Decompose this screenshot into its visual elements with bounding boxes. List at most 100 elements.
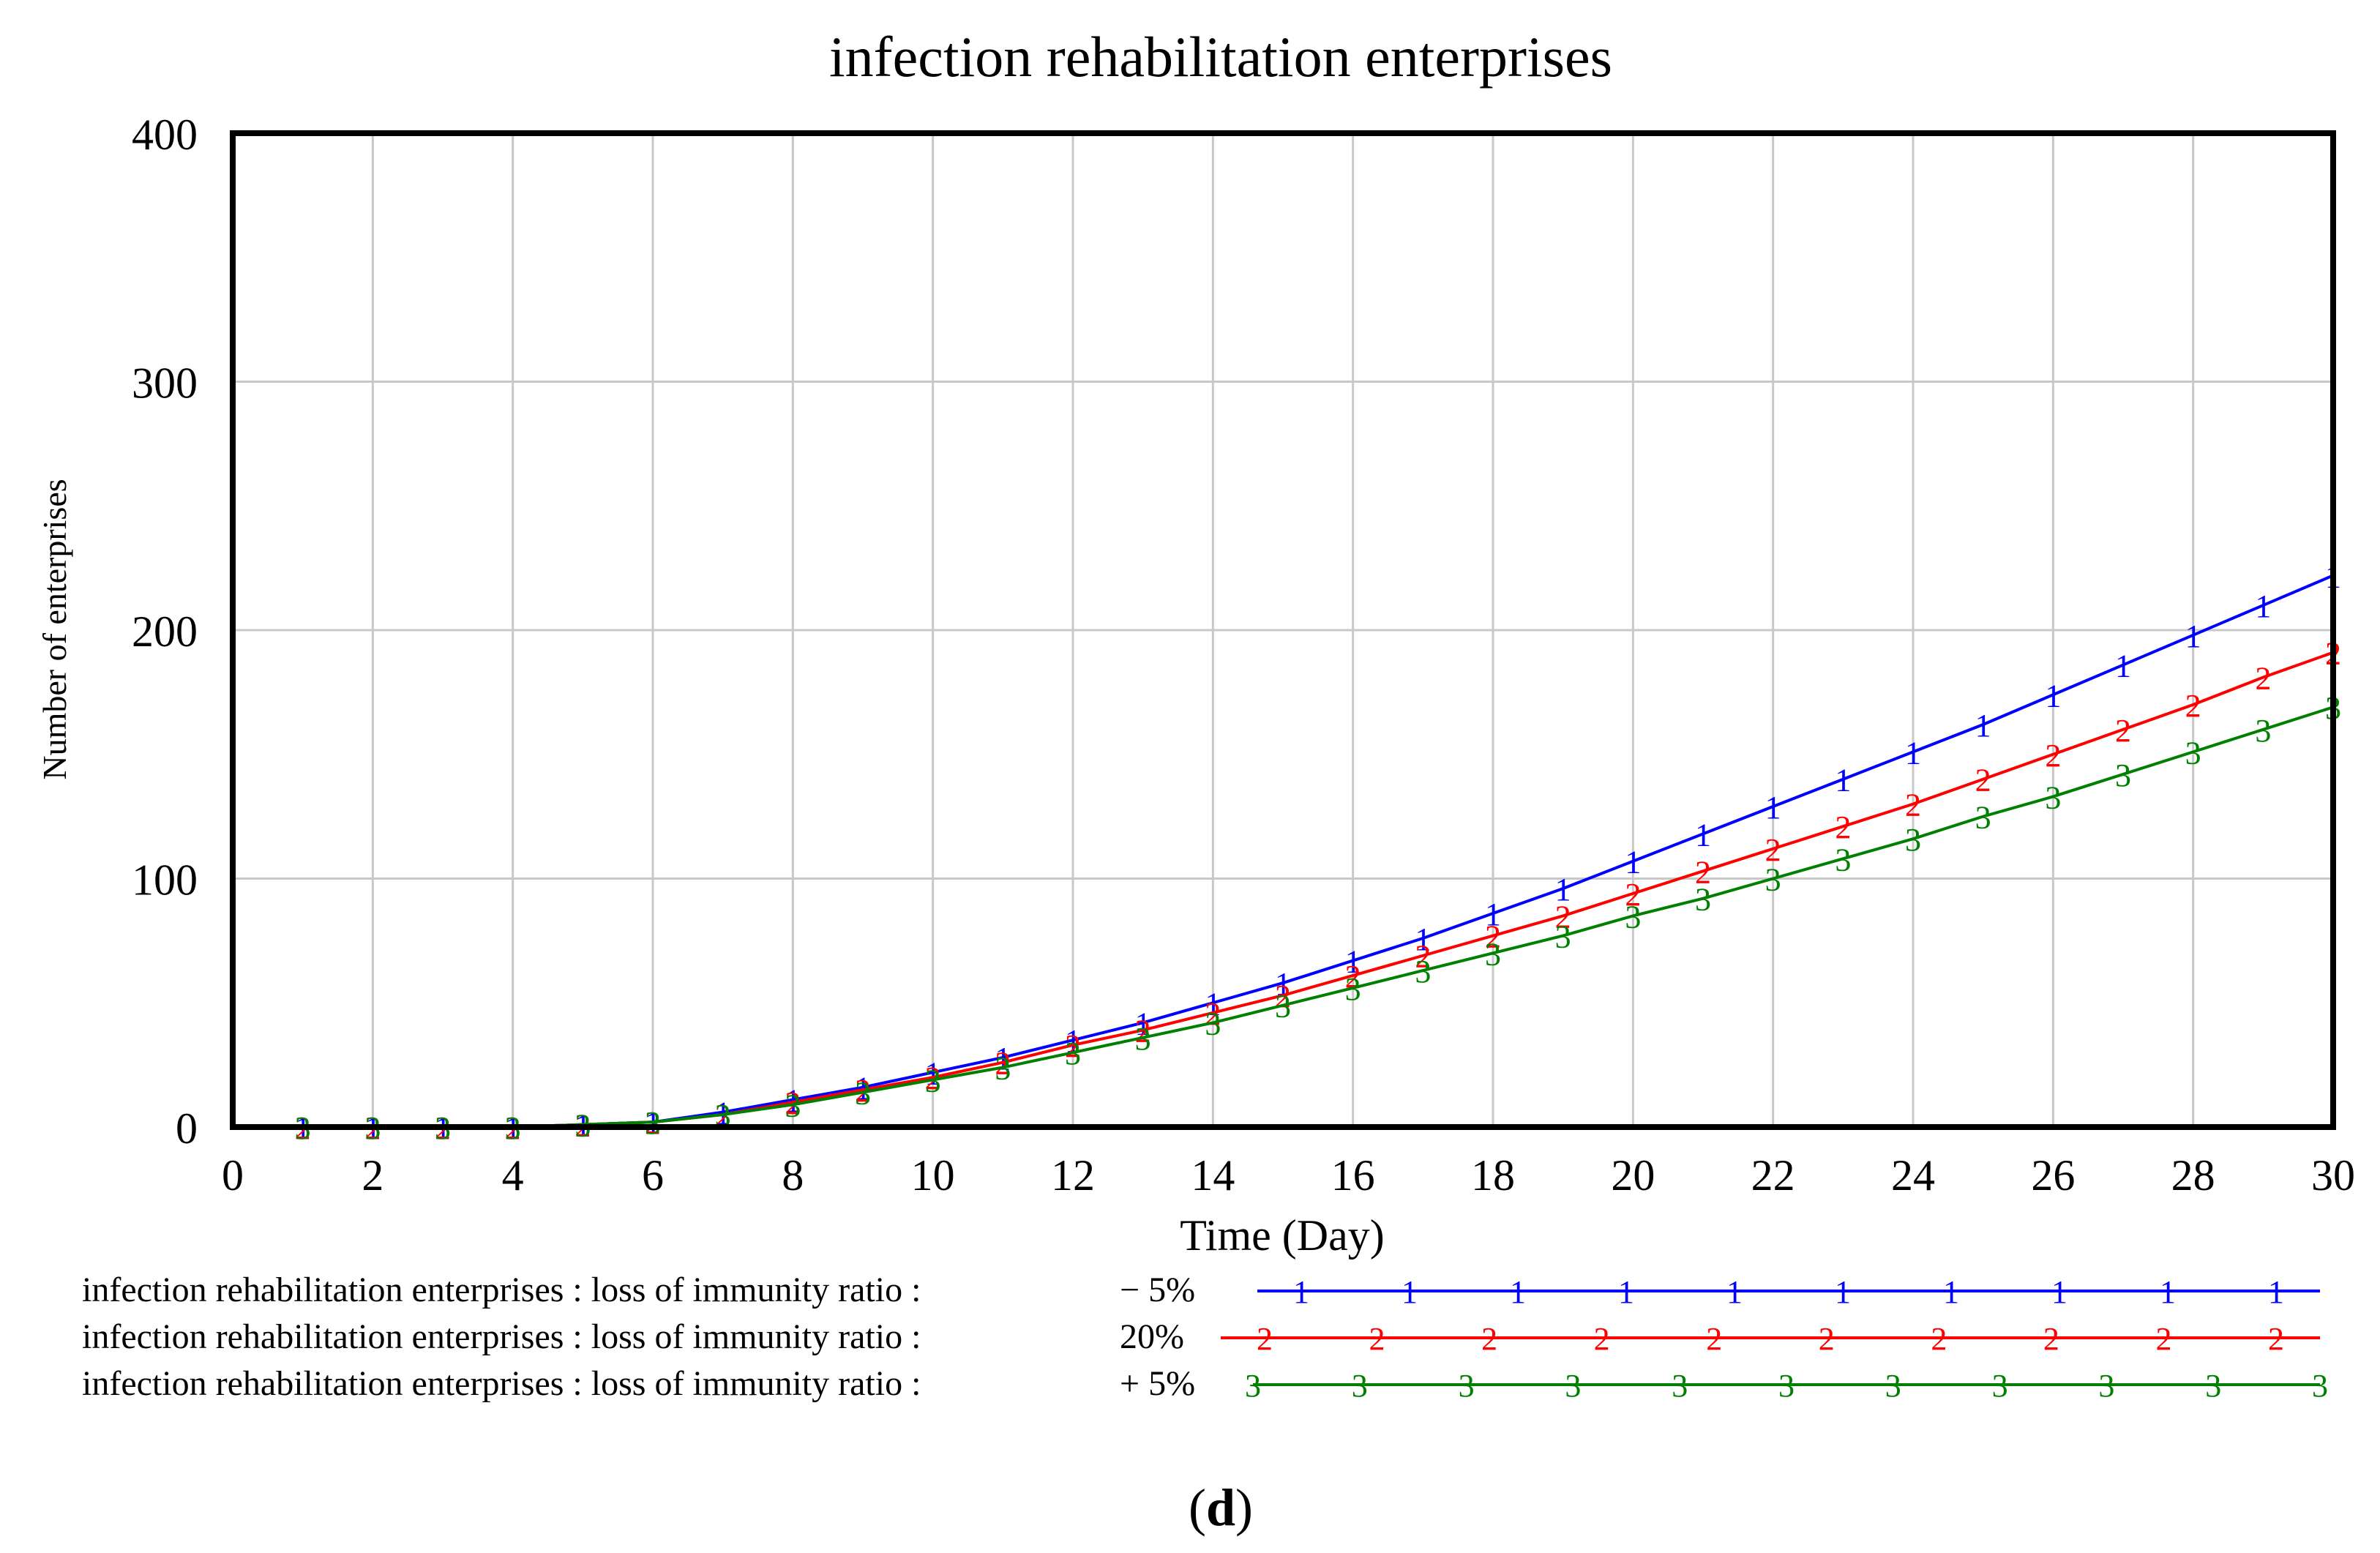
y-tick-label: 200 (132, 607, 198, 656)
data-point-marker: 1 (1065, 1023, 1081, 1059)
legend-marker: 3 (1245, 1368, 1261, 1404)
data-point-marker: 3 (1765, 862, 1781, 898)
x-tick-label: 10 (911, 1151, 955, 1200)
plot-frame (230, 130, 2336, 1130)
legend-marker: 2 (2155, 1321, 2171, 1357)
data-point-marker: 3 (1555, 919, 1571, 955)
x-axis-label: Time (Day) (1180, 1211, 1384, 1260)
x-tick-label: 6 (642, 1151, 664, 1200)
x-tick-label: 14 (1191, 1151, 1235, 1200)
legend-marker: 1 (1510, 1274, 1526, 1310)
y-tick-label: 0 (176, 1104, 198, 1153)
legend-marker: 1 (1726, 1274, 1743, 1310)
legend-setting: − 5% (1120, 1271, 1195, 1309)
legend-marker: 3 (1565, 1368, 1581, 1404)
legend-marker: 2 (1819, 1321, 1835, 1357)
data-point-marker: 3 (2255, 713, 2271, 749)
data-point-marker: 2 (1485, 919, 1501, 955)
data-point-marker: 3 (1205, 1006, 1221, 1041)
legend-marker: 2 (1257, 1321, 1273, 1357)
data-point-marker: 3 (925, 1063, 941, 1099)
data-point-marker: 3 (1625, 899, 1641, 935)
data-point-marker: 3 (785, 1088, 801, 1123)
x-tick-label: 20 (1611, 1151, 1655, 1200)
y-tick-labels: 0 100 200 300 400 (132, 111, 198, 1153)
data-point-marker: 1 (2115, 648, 2131, 684)
data-point-marker: 3 (855, 1075, 871, 1111)
data-point-marker: 1 (1905, 735, 1921, 771)
legend-marker: 3 (2098, 1368, 2114, 1404)
x-tick-label: 26 (2031, 1151, 2075, 1200)
x-tick-label: 4 (502, 1151, 524, 1200)
x-tick-label: 16 (1331, 1151, 1375, 1200)
series-line-3 (233, 706, 2334, 1129)
data-point-marker: 3 (1835, 842, 1851, 877)
legend-marker: 2 (2268, 1321, 2284, 1357)
x-tick-label: 22 (1751, 1151, 1795, 1200)
legend-marker: 1 (2051, 1274, 2067, 1310)
data-point-marker: 1 (925, 1055, 941, 1091)
data-point-marker: 1 (2045, 678, 2061, 714)
data-point-marker: 3 (1135, 1021, 1151, 1057)
data-point-marker: 2 (1555, 899, 1571, 935)
legend-marker: 1 (1293, 1274, 1309, 1310)
legend-setting: + 5% (1120, 1364, 1195, 1403)
legend: infection rehabilitation enterprises : l… (82, 1271, 2328, 1404)
data-point-marker: 1 (2255, 588, 2271, 624)
data-point-marker: 3 (2185, 735, 2201, 771)
data-point-marker: 1 (1835, 763, 1851, 798)
data-point-marker: 3 (1065, 1036, 1081, 1071)
data-point-marker: 2 (2185, 688, 2201, 724)
data-point-marker: 3 (1485, 936, 1501, 972)
x-tick-label: 30 (2311, 1151, 2355, 1200)
series-line-2 (233, 651, 2334, 1129)
data-point-marker: 3 (1345, 971, 1361, 1007)
y-tick-label: 400 (132, 111, 198, 159)
chart-title: infection rehabilitation enterprises (829, 25, 1612, 89)
data-point-marker: 3 (2115, 757, 2131, 793)
y-axis-label: Number of enterprises (36, 479, 73, 779)
data-point-marker: 3 (645, 1105, 661, 1141)
data-point-marker: 2 (1695, 854, 1711, 890)
data-point-marker: 1 (1555, 872, 1571, 908)
data-point-marker: 1 (1975, 708, 1991, 744)
legend-label: infection rehabilitation enterprises : l… (82, 1317, 921, 1356)
data-point-marker: 3 (1275, 989, 1291, 1025)
data-point-marker: 1 (2185, 618, 2201, 654)
data-point-marker: 1 (1625, 845, 1641, 880)
data-point-marker: 3 (1905, 822, 1921, 858)
series-line-1 (233, 574, 2334, 1129)
x-tick-label: 18 (1471, 1151, 1515, 1200)
legend-marker: 1 (1402, 1274, 1418, 1310)
legend-marker: 2 (1706, 1321, 1722, 1357)
data-point-marker: 1 (1485, 897, 1501, 932)
panel-caption: (d) (1189, 1478, 1253, 1537)
legend-label: infection rehabilitation enterprises : l… (82, 1271, 921, 1309)
legend-marker: 1 (2160, 1274, 2176, 1310)
y-tick-label: 300 (132, 359, 198, 408)
grid (233, 133, 2333, 1127)
legend-marker: 3 (1459, 1368, 1475, 1404)
legend-marker: 1 (1835, 1274, 1851, 1310)
data-point-marker: 2 (1135, 1014, 1151, 1049)
data-point-marker: 2 (995, 1046, 1011, 1082)
data-point-marker: 1 (1135, 1006, 1151, 1041)
legend-marker: 1 (1618, 1274, 1634, 1310)
data-point-marker: 2 (1065, 1028, 1081, 1064)
x-tick-label: 12 (1051, 1151, 1095, 1200)
data-point-marker: 1 (1765, 790, 1781, 826)
legend-label: infection rehabilitation enterprises : l… (82, 1364, 921, 1403)
legend-marker: 2 (1594, 1321, 1610, 1357)
legend-marker: 3 (2205, 1368, 2221, 1404)
data-point-marker: 2 (1835, 809, 1851, 845)
x-tick-label: 8 (782, 1151, 804, 1200)
legend-marker: 2 (1369, 1321, 1385, 1357)
data-point-marker: 2 (1625, 877, 1641, 913)
x-tick-label: 0 (222, 1151, 244, 1200)
data-point-marker: 3 (1975, 800, 1991, 836)
legend-marker: 3 (1992, 1368, 2008, 1404)
legend-marker: 2 (2043, 1321, 2059, 1357)
data-point-marker: 1 (1695, 817, 1711, 853)
legend-marker: 3 (1352, 1368, 1368, 1404)
